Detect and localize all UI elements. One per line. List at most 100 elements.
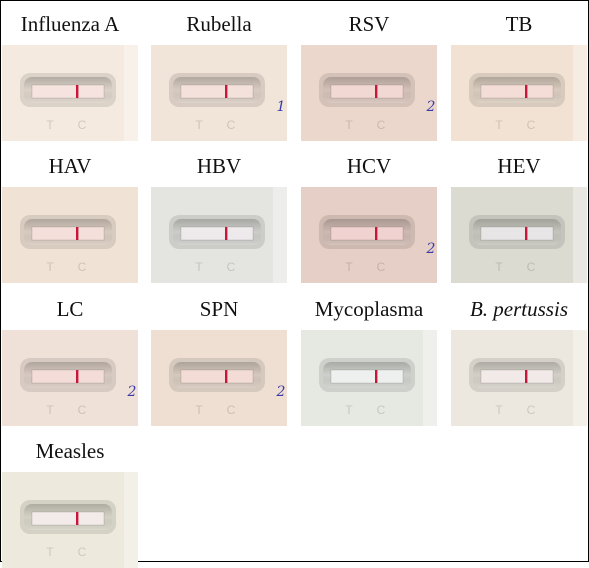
test-marking: T xyxy=(46,403,54,417)
control-marking: C xyxy=(527,118,536,132)
label-sticker xyxy=(573,45,587,141)
handwritten-mark: 1 xyxy=(277,99,286,115)
panel-label: Rubella xyxy=(186,12,252,36)
membrane-window xyxy=(330,369,404,384)
control-line xyxy=(76,85,79,98)
control-line xyxy=(225,85,228,98)
test-cassette-photo: T C 2 xyxy=(301,45,437,141)
label-sticker xyxy=(124,472,138,568)
label-sticker xyxy=(423,330,437,426)
control-marking: C xyxy=(227,118,236,132)
test-marking: T xyxy=(46,118,54,132)
control-marking: C xyxy=(377,260,386,274)
panel-label: HAV xyxy=(48,154,92,178)
cassette-image: T C 2 xyxy=(301,187,437,283)
membrane-window xyxy=(180,369,254,384)
handwritten-mark: 2 xyxy=(127,384,137,400)
cassette-image: T C 1 xyxy=(151,45,287,141)
membrane-window xyxy=(31,84,105,99)
test-cassette-photo: T C 1 xyxy=(151,45,287,141)
test-cassette-photo: T C 2 xyxy=(2,330,138,426)
test-marking: T xyxy=(495,260,503,274)
control-marking: C xyxy=(527,260,536,274)
membrane-window xyxy=(31,369,105,384)
membrane-window xyxy=(180,226,254,241)
control-marking: C xyxy=(227,403,236,417)
control-line xyxy=(76,227,79,240)
control-marking: C xyxy=(227,260,236,274)
test-marking: T xyxy=(195,118,203,132)
handwritten-mark: 2 xyxy=(426,99,436,115)
panel-label: HCV xyxy=(346,154,392,178)
cassette-image: T C 2 xyxy=(151,330,287,426)
test-marking: T xyxy=(195,260,203,274)
control-line xyxy=(375,85,378,98)
test-marking: T xyxy=(46,260,54,274)
control-marking: C xyxy=(377,403,386,417)
label-sticker xyxy=(124,45,138,141)
test-marking: T xyxy=(495,118,503,132)
cassette-image: T C 2 xyxy=(301,45,437,141)
membrane-window xyxy=(31,511,105,526)
control-line xyxy=(225,370,228,383)
membrane-window xyxy=(480,226,554,241)
panel-label: HEV xyxy=(497,154,541,178)
control-marking: C xyxy=(527,403,536,417)
panel-label: LC xyxy=(56,297,84,321)
handwritten-mark: 2 xyxy=(426,241,436,257)
panel-label: SPN xyxy=(199,297,239,321)
control-marking: C xyxy=(78,545,87,559)
panel-label: RSV xyxy=(348,12,390,36)
membrane-window xyxy=(330,226,404,241)
test-marking: T xyxy=(195,403,203,417)
control-line xyxy=(76,512,79,525)
panel-label: B. pertussis xyxy=(469,297,568,321)
panel-label: TB xyxy=(505,12,533,36)
label-sticker xyxy=(273,187,287,283)
control-line xyxy=(76,370,79,383)
control-marking: C xyxy=(78,260,87,274)
test-marking: T xyxy=(46,545,54,559)
test-marking: T xyxy=(345,118,353,132)
control-line xyxy=(375,370,378,383)
test-marking: T xyxy=(345,260,353,274)
membrane-window xyxy=(31,226,105,241)
label-sticker xyxy=(573,330,587,426)
panel-label: Mycoplasma xyxy=(314,297,424,321)
control-marking: C xyxy=(78,403,87,417)
membrane-window xyxy=(480,369,554,384)
handwritten-mark: 2 xyxy=(276,384,286,400)
label-sticker xyxy=(573,187,587,283)
panel-label: Measles xyxy=(35,439,105,463)
control-marking: C xyxy=(78,118,87,132)
control-line xyxy=(525,370,528,383)
control-line xyxy=(525,227,528,240)
control-line xyxy=(225,227,228,240)
test-cassette-photo: T C 2 xyxy=(151,330,287,426)
test-cassette-photo: T C 2 xyxy=(301,187,437,283)
panel-label: HBV xyxy=(196,154,242,178)
cassette-image: T C 2 xyxy=(2,330,138,426)
membrane-window xyxy=(180,84,254,99)
control-marking: C xyxy=(377,118,386,132)
test-marking: T xyxy=(345,403,353,417)
control-line xyxy=(525,85,528,98)
membrane-window xyxy=(330,84,404,99)
panel-label: Influenza A xyxy=(20,12,120,36)
